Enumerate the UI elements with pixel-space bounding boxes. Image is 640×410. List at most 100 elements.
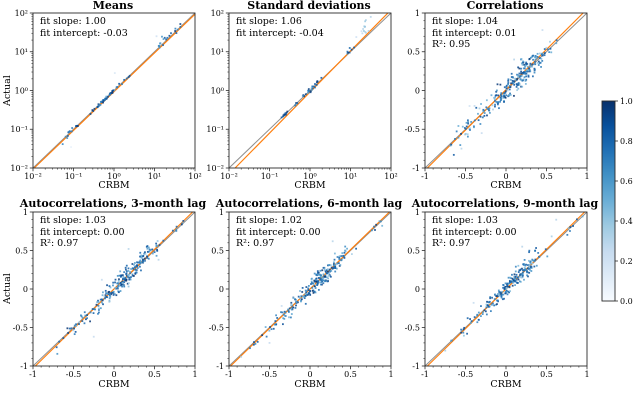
svg-text:10¹: 10¹ <box>148 172 161 181</box>
colorbar-tick-label: 0.2 <box>620 257 633 266</box>
y-axis-label: Actual <box>2 273 13 305</box>
axes-box <box>228 211 392 367</box>
panel-title-stddev: Standard deviations <box>247 0 371 12</box>
panel-0: 10⁻²10⁻² 10⁻¹ 10⁻¹ 10⁰ 10⁰ 10¹ 10¹ 10² 10² <box>10 9 201 181</box>
svg-text:10⁻²: 10⁻² <box>220 172 238 181</box>
svg-text:0: 0 <box>415 86 420 95</box>
colorbar-tick-label: 0.4 <box>620 217 633 226</box>
panel-title-means: Means <box>92 0 134 12</box>
svg-text:-1: -1 <box>20 362 28 371</box>
svg-text:-1: -1 <box>421 370 429 379</box>
fit-intercept-label: fit intercept: 0.00 <box>236 226 321 238</box>
svg-text:10²: 10² <box>211 9 224 18</box>
r2-label: R²: 0.97 <box>432 238 471 249</box>
fit-line <box>230 211 390 367</box>
svg-text:-0.5: -0.5 <box>13 323 28 332</box>
x-axis-label: CRBM <box>490 379 522 390</box>
svg-text:1: 1 <box>584 172 589 181</box>
svg-text:10²: 10² <box>188 172 201 181</box>
fit-intercept-label: fit intercept: -0.03 <box>40 27 128 39</box>
svg-text:0.5: 0.5 <box>15 246 28 255</box>
svg-text:0: 0 <box>307 370 312 379</box>
svg-text:10¹: 10¹ <box>344 172 357 181</box>
scatter-points-5 <box>444 215 584 352</box>
r2-label: R²: 0.95 <box>432 39 471 50</box>
svg-text:0: 0 <box>503 370 508 379</box>
panel-title-autocorr6: Autocorrelations, 6-month lag <box>215 197 403 210</box>
svg-text:10⁻¹: 10⁻¹ <box>65 172 83 181</box>
panel-title-corr: Correlations <box>466 0 544 12</box>
svg-text:-0.5: -0.5 <box>405 323 420 332</box>
svg-text:-1: -1 <box>412 362 420 371</box>
fit-annotation: fit slope: 1.00 fit intercept: -0.03 <box>40 16 128 39</box>
fit-intercept-label: fit intercept: 0.00 <box>40 226 125 238</box>
axes-box <box>424 211 588 367</box>
svg-text:1: 1 <box>388 370 393 379</box>
svg-text:10⁻²: 10⁻² <box>24 172 42 181</box>
fit-annotation: fit slope: 1.04 fit intercept: 0.01 R²: … <box>432 16 517 51</box>
svg-text:10⁻¹: 10⁻¹ <box>206 125 224 134</box>
scatter-points-3 <box>55 219 185 355</box>
svg-text:0: 0 <box>503 172 508 181</box>
svg-text:0.5: 0.5 <box>344 370 357 379</box>
fit-intercept-label: fit intercept: 0.01 <box>432 27 517 39</box>
axes-box <box>228 12 392 169</box>
svg-text:10⁻²: 10⁻² <box>206 164 224 173</box>
panel-3: -1-1 -0.5 -0.5 0 0 0.5 0.5 1 1 <box>13 208 198 379</box>
fit-slope-label: fit slope: 1.02 <box>236 215 302 226</box>
svg-text:0.5: 0.5 <box>540 172 553 181</box>
panel-4: -1-1 -0.5 -0.5 0 0 0.5 0.5 1 1 <box>209 208 394 379</box>
svg-text:1: 1 <box>192 370 197 379</box>
svg-text:-0.5: -0.5 <box>458 172 473 181</box>
x-axis-label: CRBM <box>98 379 130 390</box>
svg-text:-1: -1 <box>216 362 224 371</box>
svg-text:-1: -1 <box>412 164 420 173</box>
svg-text:0.5: 0.5 <box>540 370 553 379</box>
svg-text:-1: -1 <box>421 172 429 181</box>
fit-annotation: fit slope: 1.06 fit intercept: -0.04 <box>236 16 324 39</box>
svg-text:10⁰: 10⁰ <box>107 172 120 181</box>
fit-line <box>34 211 194 367</box>
fit-slope-label: fit slope: 1.06 <box>236 16 302 27</box>
x-axis-label: CRBM <box>490 180 522 191</box>
svg-text:10²: 10² <box>15 9 28 18</box>
svg-text:0.5: 0.5 <box>148 370 161 379</box>
x-axis-label: CRBM <box>294 180 326 191</box>
svg-text:10⁰: 10⁰ <box>303 172 316 181</box>
fit-annotation: fit slope: 1.03 fit intercept: 0.00 R²: … <box>432 215 517 250</box>
svg-text:10¹: 10¹ <box>15 48 28 57</box>
svg-text:1: 1 <box>415 208 420 217</box>
scatter-points-1 <box>280 15 372 119</box>
svg-text:1: 1 <box>584 370 589 379</box>
scatter-points-4 <box>240 220 384 358</box>
x-axis-label: CRBM <box>98 180 130 191</box>
scatter-points-0 <box>61 23 182 148</box>
scatter-points-2 <box>449 29 558 156</box>
colorbar-tick-label: 1.0 <box>620 97 633 106</box>
x-axis-label: CRBM <box>294 379 326 390</box>
svg-text:0: 0 <box>111 370 116 379</box>
panel-title-autocorr9: Autocorrelations, 9-month lag <box>411 197 599 210</box>
colorbar: 0.0 0.2 0.4 0.6 0.8 1.0 <box>601 97 633 306</box>
y-axis-label: Actual <box>2 75 13 107</box>
svg-text:10⁻¹: 10⁻¹ <box>10 125 28 134</box>
svg-text:1: 1 <box>23 208 28 217</box>
svg-text:0.5: 0.5 <box>407 246 420 255</box>
svg-text:1: 1 <box>415 9 420 18</box>
svg-text:-1: -1 <box>225 370 233 379</box>
svg-text:0.5: 0.5 <box>407 48 420 57</box>
svg-text:-0.5: -0.5 <box>66 370 81 379</box>
fit-slope-label: fit slope: 1.03 <box>432 215 498 226</box>
svg-text:-0.5: -0.5 <box>262 370 277 379</box>
fit-annotation: fit slope: 1.02 fit intercept: 0.00 R²: … <box>236 215 321 250</box>
svg-text:10²: 10² <box>384 172 397 181</box>
fit-slope-label: fit slope: 1.03 <box>40 215 106 226</box>
axes-box <box>424 12 588 169</box>
svg-text:-0.5: -0.5 <box>405 125 420 134</box>
colorbar-tick-label: 0.8 <box>620 137 633 146</box>
axes-box <box>32 12 196 169</box>
fit-intercept-label: fit intercept: -0.04 <box>236 27 324 39</box>
svg-text:-0.5: -0.5 <box>209 323 224 332</box>
